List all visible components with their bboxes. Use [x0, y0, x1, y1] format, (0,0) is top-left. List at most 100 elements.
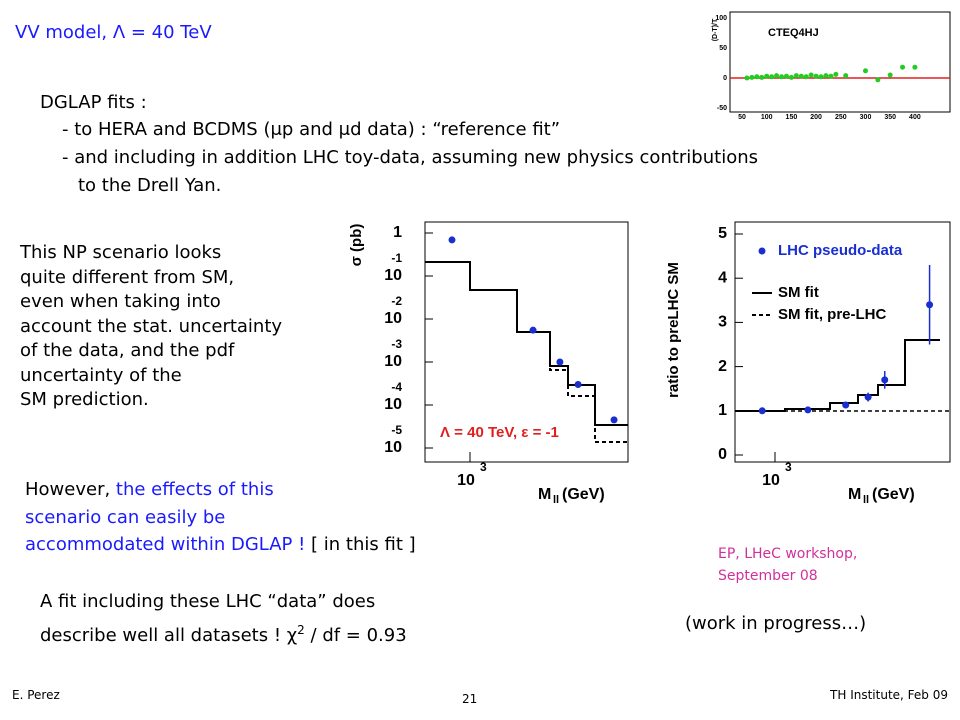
y-tick-label: 10	[384, 310, 402, 327]
point	[863, 68, 868, 74]
y-tick-label: 100	[715, 15, 727, 22]
intro-item: to the Drell Yan.	[78, 175, 222, 196]
x-label: M	[848, 486, 861, 503]
y-tick-label: 4	[718, 269, 727, 286]
x-tick-label: 150	[786, 114, 798, 121]
legend-dot	[758, 247, 766, 255]
fit-line: describe well all datasets ! χ2 / df = 0…	[40, 618, 407, 648]
x-label-unit: (GeV)	[562, 486, 605, 503]
inset-label: CTEQ4HJ	[768, 27, 819, 39]
x-tick-label: 250	[835, 114, 847, 121]
x-tick-label: 100	[761, 114, 773, 121]
text: 2	[297, 623, 305, 637]
x-tick-label: 10	[762, 472, 780, 489]
intro-item: - and including in addition LHC toy-data…	[62, 147, 758, 168]
point	[828, 73, 834, 79]
y-tick-exponent: -3	[391, 337, 402, 351]
y-tick-label: 50	[719, 45, 727, 52]
point	[769, 74, 775, 80]
point	[833, 71, 839, 77]
text: EP, LHeC workshop,	[718, 546, 858, 562]
point	[864, 393, 872, 401]
point	[529, 326, 537, 334]
legend: LHC pseudo-data	[778, 242, 903, 259]
point	[926, 301, 934, 309]
y-label: ratio to preLHC SM	[665, 262, 682, 398]
point	[875, 77, 881, 83]
however-line: However, the effects of this	[25, 478, 274, 502]
text: / df = 0.93	[304, 625, 407, 646]
x-tick-exponent: 3	[480, 460, 487, 474]
point	[912, 64, 918, 70]
x-label-unit: (GeV)	[872, 486, 915, 503]
footer-author: E. Perez	[12, 688, 60, 702]
point	[843, 73, 849, 79]
x-tick-label: 50	[738, 114, 746, 121]
point	[783, 73, 789, 79]
point	[744, 75, 750, 81]
point	[813, 73, 819, 79]
text: accommodated within DGLAP !	[25, 534, 306, 555]
point	[774, 73, 780, 79]
y-tick-label: 2	[718, 358, 727, 375]
point	[448, 236, 456, 244]
y-label: σ (pb)	[348, 224, 365, 267]
point	[788, 74, 794, 80]
point	[823, 73, 829, 79]
left-line: SM prediction.	[20, 389, 149, 410]
left-line: quite different from SM,	[20, 266, 235, 288]
point	[818, 74, 824, 80]
x-tick-exponent: 3	[785, 460, 792, 474]
x-label: M	[538, 486, 551, 503]
progress: (work in progress…)	[685, 613, 867, 634]
point	[887, 72, 893, 78]
y-tick-exponent: -5	[391, 423, 402, 437]
cteq-frame	[729, 11, 951, 113]
point	[804, 406, 812, 414]
text: the effects of this	[115, 479, 274, 500]
y-tick-label: 5	[718, 225, 727, 242]
point	[808, 72, 814, 78]
legend: SM fit	[778, 284, 819, 301]
point	[759, 74, 765, 80]
footer-venue: TH Institute, Feb 09	[830, 688, 948, 702]
y-tick-exponent: -2	[391, 294, 402, 308]
left-line: uncertainty of the	[20, 364, 182, 386]
y-tick-label: 10	[384, 396, 402, 413]
title: VV model, Λ = 40 TeV	[15, 22, 212, 43]
point	[556, 358, 564, 366]
y-tick-exponent: -4	[391, 380, 402, 394]
intro-item: - to HERA and BCDMS (μp and μd data) : “…	[62, 119, 561, 140]
point	[610, 416, 618, 424]
point	[754, 74, 760, 80]
point	[779, 74, 785, 80]
prelhc-histogram	[425, 261, 628, 443]
left-line: of the data, and the pdf	[20, 340, 235, 361]
legend: Λ = 40 TeV, ε = -1	[440, 424, 559, 441]
footer-page: 21	[462, 692, 478, 706]
point	[764, 73, 770, 79]
x-tick-label: 10	[457, 472, 475, 489]
text: However,	[25, 479, 116, 500]
sm-histogram	[425, 261, 628, 426]
sm-fit-histogram	[735, 339, 940, 412]
point	[749, 74, 755, 80]
ratio-frame	[734, 221, 951, 463]
y-tick-exponent: -1	[391, 251, 402, 265]
left-line: This NP scenario looks	[20, 242, 222, 263]
text: September 08	[718, 568, 818, 584]
point	[900, 64, 906, 70]
point	[798, 73, 804, 79]
y-tick-label: 10	[384, 439, 402, 456]
x-label-sub: ll	[863, 494, 869, 506]
point	[758, 407, 766, 415]
credit: EP, LHeC workshop, September 08	[718, 543, 857, 587]
x-tick-label: 300	[860, 114, 872, 121]
left-line: account the stat. uncertainty	[20, 315, 283, 337]
point	[842, 401, 850, 409]
x-tick-label: 400	[909, 114, 921, 121]
x-label-sub: ll	[553, 494, 559, 506]
however-line: accommodated within DGLAP ! [ in this fi…	[25, 533, 416, 557]
